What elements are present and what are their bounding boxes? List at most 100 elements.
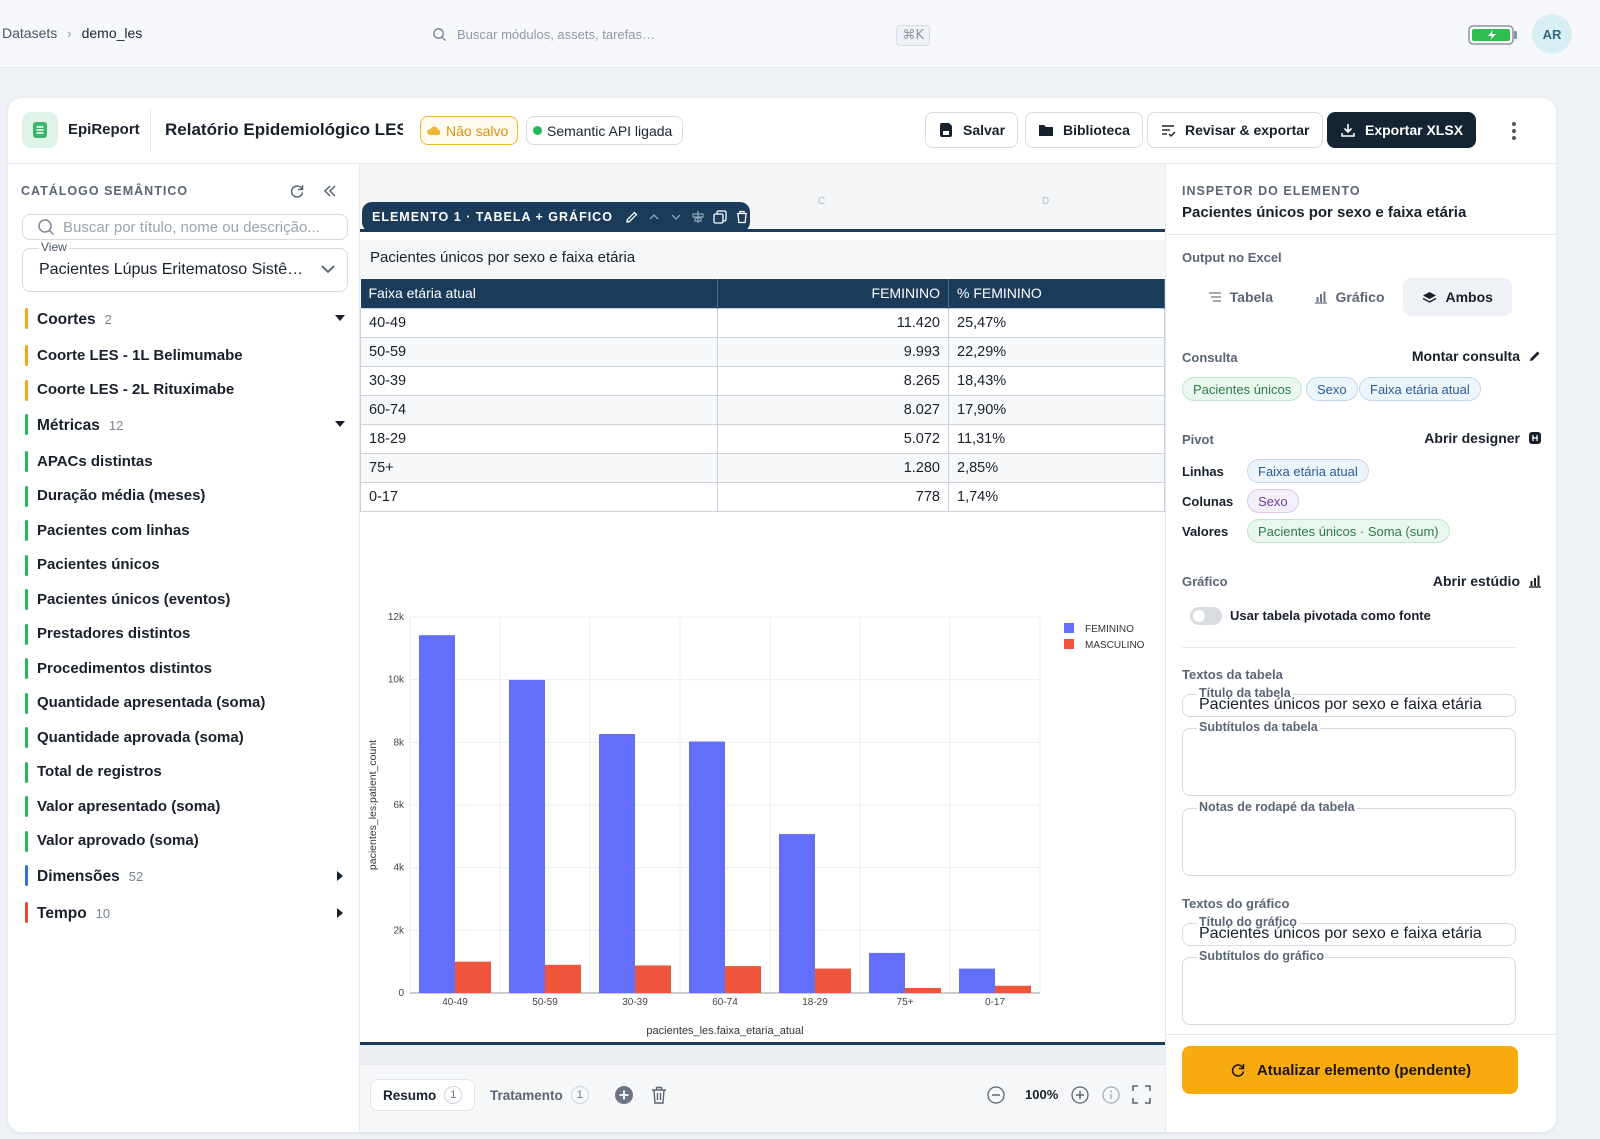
pivot-rows-chip[interactable]: Faixa etária atual	[1247, 459, 1369, 483]
legend-label: FEMININO	[1085, 624, 1134, 635]
global-search-input[interactable]: Buscar módulos, assets, tarefas… ⌘K	[432, 20, 930, 48]
table-row: 60-74 8.027 17,90%	[360, 394, 1165, 425]
table-subtitles-label: Subtítulos da tabela	[1197, 720, 1320, 734]
bar-feminino	[959, 968, 995, 993]
fullscreen-icon[interactable]	[1132, 1085, 1151, 1104]
tab-tratamento[interactable]: Tratamento 1	[478, 1079, 601, 1111]
export-xlsx-label: Exportar XLSX	[1365, 122, 1464, 138]
catalog-item[interactable]: Pacientes únicos	[8, 548, 360, 583]
catalog-item[interactable]: Coorte LES - 2L Rituximabe	[8, 373, 360, 408]
view-select-value: Pacientes Lúpus Eritematoso Sistêmico	[39, 261, 309, 278]
export-xlsx-button[interactable]: Exportar XLSX	[1327, 112, 1477, 148]
table-subtitles-field[interactable]: Subtítulos da tabela	[1182, 720, 1516, 796]
group-label: Tempo	[37, 904, 87, 922]
pivot-values-chip[interactable]: Pacientes únicos · Soma (sum)	[1247, 519, 1450, 543]
catalog-item[interactable]: Total de registros	[8, 755, 360, 790]
zoom-out-icon[interactable]	[987, 1086, 1005, 1104]
catalog-group[interactable]: Coortes 2	[8, 301, 360, 338]
info-icon[interactable]	[1102, 1086, 1120, 1104]
collapse-sidebar-icon[interactable]	[322, 182, 338, 200]
pivot-table: Faixa etária atual FEMININO % FEMININO 4…	[360, 279, 1165, 512]
table-chart-element[interactable]: Pacientes únicos por sexo e faixa etária…	[360, 232, 1165, 1045]
caret-right-icon	[337, 871, 343, 881]
catalog-group[interactable]: Tempo 10	[8, 895, 360, 932]
breadcrumb-current[interactable]: demo_les	[81, 25, 143, 41]
output-option-chart[interactable]: Gráfico	[1295, 278, 1404, 316]
catalog-item[interactable]: Valor aprovado (soma)	[8, 824, 360, 859]
view-select[interactable]: View Pacientes Lúpus Eritematoso Sistêmi…	[22, 240, 348, 292]
build-query-button[interactable]: Montar consulta	[1412, 348, 1542, 364]
refresh-icon[interactable]	[288, 182, 306, 200]
open-designer-button[interactable]: Abrir designer	[1424, 430, 1542, 446]
tab-resumo[interactable]: Resumo 1	[370, 1079, 476, 1111]
group-label: Métricas	[37, 416, 100, 434]
catalog-item-label: Quantidade aprovada (soma)	[37, 728, 244, 746]
catalog-search-input[interactable]: Buscar por título, nome ou descrição...	[22, 214, 348, 240]
table-lines-icon	[1208, 292, 1221, 302]
x-tick-label: 60-74	[712, 997, 738, 1008]
catalog-group[interactable]: Dimensões 52	[8, 858, 360, 895]
bar-masculino	[455, 961, 491, 993]
query-chip[interactable]: Pacientes únicos	[1182, 377, 1303, 401]
pivot-rows-label: Linhas	[1182, 464, 1224, 479]
open-studio-button[interactable]: Abrir estúdio	[1433, 573, 1542, 589]
table-row: 50-59 9.993 22,29%	[360, 336, 1165, 367]
document-title[interactable]: Relatório Epidemiológico LES	[165, 120, 403, 139]
column-ruler-c: C	[818, 196, 826, 207]
query-chip[interactable]: Sexo	[1306, 377, 1358, 401]
element-top-border	[360, 229, 1165, 232]
y-tick-label: 0	[398, 988, 404, 999]
catalog-item[interactable]: Procedimentos distintos	[8, 651, 360, 686]
bar-chart-icon	[1314, 291, 1327, 304]
catalog-item[interactable]: Quantidade aprovada (soma)	[8, 720, 360, 755]
group-color-bar	[25, 308, 28, 329]
table-footnotes-field[interactable]: Notas de rodapé da tabela	[1182, 800, 1516, 876]
catalog-item[interactable]: Coorte LES - 1L Belimumabe	[8, 338, 360, 373]
legend-swatch	[1064, 623, 1074, 633]
zoom-in-icon[interactable]	[1071, 1086, 1089, 1104]
chevron-down-icon[interactable]	[669, 210, 683, 224]
library-button[interactable]: Biblioteca	[1025, 112, 1143, 148]
duplicate-icon[interactable]	[713, 210, 727, 224]
output-option-table-label: Tabela	[1229, 289, 1273, 305]
catalog-item[interactable]: APACs distintas	[8, 444, 360, 479]
bar-masculino	[545, 964, 581, 993]
catalog-item[interactable]: Pacientes com linhas	[8, 513, 360, 548]
output-option-table[interactable]: Tabela	[1186, 278, 1295, 316]
edit-icon[interactable]	[625, 210, 639, 224]
review-export-button[interactable]: Revisar & exportar	[1147, 112, 1323, 148]
chart-subtitles-field[interactable]: Subtítulos do gráfico	[1182, 949, 1516, 1025]
table-title-value: Pacientes únicos por sexo e faixa etária	[1199, 696, 1482, 713]
update-element-button[interactable]: Atualizar elemento (pendente)	[1182, 1046, 1518, 1094]
save-button[interactable]: Salvar	[925, 112, 1019, 148]
table-row: 0-17 778 1,74%	[360, 481, 1165, 512]
catalog-group[interactable]: Métricas 12	[8, 407, 360, 444]
more-options-icon[interactable]	[1508, 120, 1520, 142]
x-tick-label: 40-49	[442, 997, 468, 1008]
delete-tab-icon[interactable]	[650, 1085, 668, 1105]
catalog-item[interactable]: Pacientes únicos (eventos)	[8, 582, 360, 617]
status-dot	[533, 126, 542, 135]
query-chip[interactable]: Faixa etária atual	[1359, 377, 1481, 401]
avatar[interactable]: AR	[1532, 14, 1572, 54]
pivot-cols-chip[interactable]: Sexo	[1247, 489, 1299, 513]
pivot-source-toggle[interactable]	[1190, 607, 1222, 625]
chart-title-field[interactable]: Título do gráfico Pacientes únicos por s…	[1182, 915, 1516, 946]
catalog-item[interactable]: Duração média (meses)	[8, 479, 360, 514]
trash-icon[interactable]	[735, 210, 749, 224]
split-icon[interactable]	[691, 210, 705, 224]
query-label: Consulta	[1182, 350, 1238, 365]
catalog-item[interactable]: Valor apresentado (soma)	[8, 789, 360, 824]
element-inspector: INSPETOR DO ELEMENTO Pacientes únicos po…	[1165, 164, 1556, 1132]
bar-masculino	[725, 966, 761, 993]
add-tab-icon[interactable]	[614, 1085, 634, 1105]
build-query-label: Montar consulta	[1411, 348, 1520, 364]
catalog-item[interactable]: Quantidade apresentada (soma)	[8, 686, 360, 721]
table-title-field[interactable]: Título da tabela Pacientes únicos por se…	[1182, 686, 1516, 717]
catalog-item[interactable]: Prestadores distintos	[8, 617, 360, 652]
breadcrumb-datasets[interactable]: Datasets	[2, 25, 58, 41]
bar-masculino	[995, 985, 1031, 993]
group-count: 52	[128, 869, 144, 884]
output-option-both[interactable]: Ambos	[1403, 278, 1513, 316]
chevron-up-icon[interactable]	[647, 210, 661, 224]
